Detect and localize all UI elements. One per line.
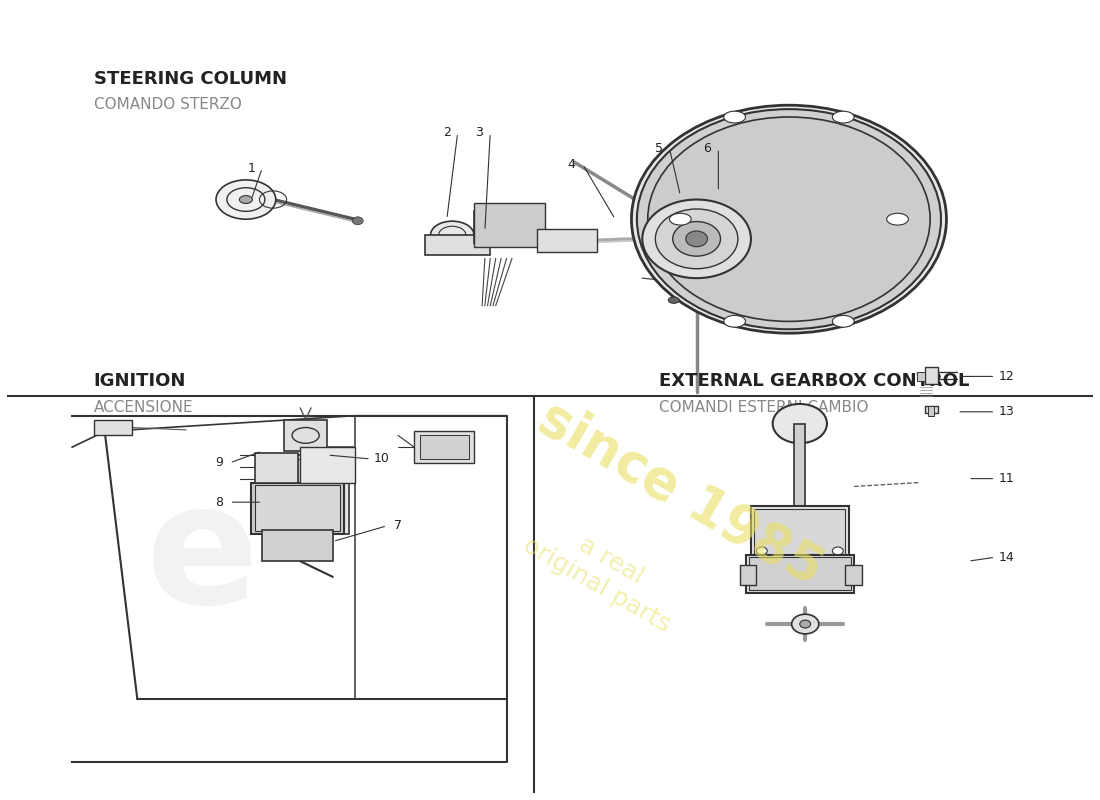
Bar [928,406,935,416]
Text: 14: 14 [999,550,1014,564]
Bar [254,453,298,482]
Bar [740,565,757,585]
Bar [474,203,544,246]
Bar [917,372,925,381]
Text: STEERING COLUMN: STEERING COLUMN [94,70,287,88]
Ellipse shape [833,315,854,327]
Text: 7: 7 [394,519,402,532]
Text: IGNITION: IGNITION [94,373,186,390]
Bar [251,482,343,534]
Ellipse shape [887,214,909,225]
Bar [925,406,937,414]
Bar [749,558,851,590]
Ellipse shape [800,620,811,628]
Bar [262,455,349,534]
Bar [794,423,805,542]
Circle shape [648,117,931,322]
Bar [425,235,491,254]
Bar [474,211,544,242]
Bar [746,555,854,593]
Ellipse shape [216,180,276,219]
Circle shape [833,547,844,555]
Text: 2: 2 [443,126,451,139]
Text: COMANDO STERZO: COMANDO STERZO [94,98,242,112]
Bar [267,459,343,530]
Bar [420,435,469,459]
Ellipse shape [430,221,474,249]
Bar [846,565,861,585]
Ellipse shape [240,196,252,203]
Text: EXTERNAL GEARBOX CONTROL: EXTERNAL GEARBOX CONTROL [659,373,969,390]
Text: since 1985: since 1985 [529,392,832,597]
Bar [254,485,340,531]
Bar [925,367,937,384]
Text: ACCENSIONE: ACCENSIONE [94,400,194,415]
Ellipse shape [724,315,746,327]
Text: e: e [146,476,258,638]
Text: COMANDI ESTERNI CAMBIO: COMANDI ESTERNI CAMBIO [659,400,868,415]
Circle shape [656,209,738,269]
Circle shape [685,231,707,246]
Bar [537,229,596,252]
Circle shape [642,199,751,278]
Circle shape [631,106,946,333]
Text: 3: 3 [475,126,483,139]
Text: 4: 4 [568,158,575,170]
Bar [415,431,474,463]
Text: 10: 10 [374,453,389,466]
Ellipse shape [792,614,818,634]
Ellipse shape [833,111,854,123]
Text: 11: 11 [999,472,1014,485]
Ellipse shape [670,214,691,225]
Text: 9: 9 [214,456,222,470]
Text: a real
original parts: a real original parts [519,509,689,637]
Circle shape [772,404,827,443]
Bar [751,506,849,558]
Bar [284,420,328,451]
Text: 6: 6 [704,142,712,155]
Circle shape [637,109,940,330]
Ellipse shape [724,111,746,123]
Text: 8: 8 [214,496,222,509]
Text: 1: 1 [248,162,255,174]
Circle shape [757,547,767,555]
Bar [262,530,333,561]
Circle shape [352,217,363,225]
Text: 13: 13 [999,406,1014,418]
Ellipse shape [669,297,679,303]
Bar [300,447,354,482]
Text: 12: 12 [999,370,1014,383]
Circle shape [673,222,720,256]
Bar [94,421,132,434]
Text: 5: 5 [654,142,662,155]
Bar [755,510,846,555]
